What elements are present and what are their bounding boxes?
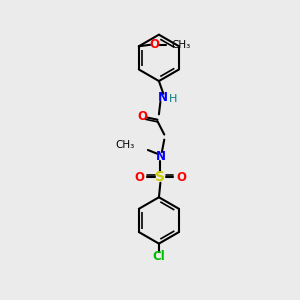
Text: S: S bbox=[155, 170, 165, 184]
Text: CH₃: CH₃ bbox=[115, 140, 134, 150]
Text: O: O bbox=[137, 110, 147, 123]
Text: N: N bbox=[155, 150, 165, 163]
Text: O: O bbox=[135, 171, 145, 184]
Text: H: H bbox=[169, 94, 177, 103]
Text: Cl: Cl bbox=[152, 250, 165, 263]
Text: CH₃: CH₃ bbox=[172, 40, 191, 50]
Text: N: N bbox=[158, 91, 168, 104]
Text: O: O bbox=[149, 38, 159, 51]
Text: O: O bbox=[176, 171, 186, 184]
